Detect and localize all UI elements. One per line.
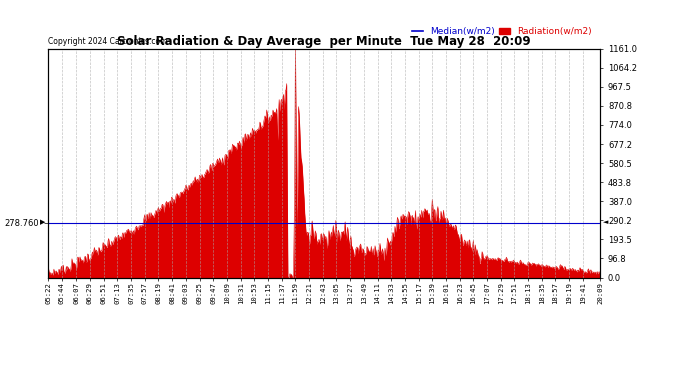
Legend: Median(w/m2), Radiation(w/m2): Median(w/m2), Radiation(w/m2) (408, 24, 595, 40)
Text: ▶: ▶ (40, 220, 46, 226)
Text: Copyright 2024 Cartronics.com: Copyright 2024 Cartronics.com (48, 38, 168, 46)
Title: Solar Radiation & Day Average  per Minute  Tue May 28  20:09: Solar Radiation & Day Average per Minute… (117, 34, 531, 48)
Text: ◄: ◄ (603, 220, 609, 226)
